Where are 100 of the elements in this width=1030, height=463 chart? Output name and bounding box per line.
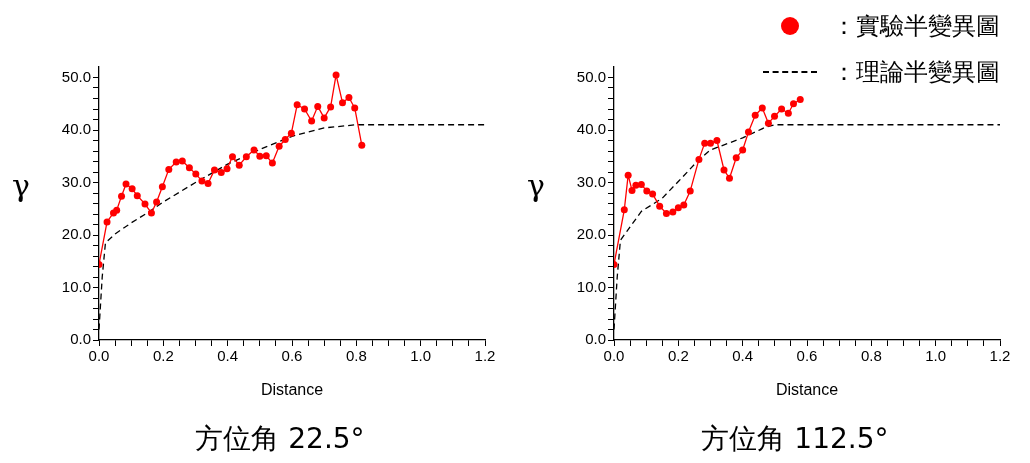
y-tick-label: 50.0 xyxy=(61,67,91,85)
y-axis-title: γ xyxy=(12,168,30,203)
point xyxy=(713,137,721,144)
point xyxy=(771,112,779,120)
point xyxy=(158,183,166,191)
point xyxy=(686,187,694,195)
point xyxy=(351,104,359,112)
point xyxy=(235,161,243,169)
point xyxy=(178,157,186,165)
point xyxy=(725,174,733,182)
point xyxy=(327,103,335,111)
x-tick-label: 0.2 xyxy=(152,347,174,365)
point xyxy=(217,169,225,177)
point xyxy=(637,181,645,189)
point xyxy=(185,164,193,172)
y-tick-label: 30.0 xyxy=(576,172,606,190)
point xyxy=(133,192,141,200)
point xyxy=(165,165,173,173)
point xyxy=(751,111,759,119)
y-tick-label: 0.0 xyxy=(585,330,606,348)
point xyxy=(250,146,258,154)
point xyxy=(287,129,295,137)
x-axis-title: Distance xyxy=(775,380,839,398)
y-tick-label: 40.0 xyxy=(576,120,606,138)
legend-label: ：實驗半變異圖 xyxy=(832,11,1000,42)
point xyxy=(198,177,206,185)
point xyxy=(141,200,149,208)
x-axis-title: Distance xyxy=(260,380,324,398)
point xyxy=(103,218,111,226)
point xyxy=(662,209,670,217)
x-tick-label: 1.2 xyxy=(989,347,1011,365)
point xyxy=(113,206,121,214)
x-tick-label: 0.6 xyxy=(796,347,818,365)
point xyxy=(147,209,155,217)
x-tick-label: 1.0 xyxy=(925,347,947,365)
point xyxy=(620,206,628,214)
point xyxy=(744,128,752,136)
text: 方位角 22.5° xyxy=(194,421,366,457)
point xyxy=(223,165,231,173)
point xyxy=(314,102,322,110)
x-tick-label: 0.0 xyxy=(88,347,110,365)
y-tick-label: 20.0 xyxy=(61,225,91,243)
point xyxy=(192,170,200,178)
point xyxy=(680,201,688,209)
point xyxy=(345,93,353,101)
y-tick-label: 20.0 xyxy=(576,225,606,243)
point xyxy=(281,135,289,143)
point xyxy=(701,139,709,147)
point xyxy=(301,105,309,113)
point xyxy=(256,152,264,160)
point xyxy=(789,100,797,108)
x-tick-label: 0.0 xyxy=(603,347,625,365)
point xyxy=(268,159,276,167)
y-tick-label: 40.0 xyxy=(61,120,91,138)
point xyxy=(332,71,340,79)
y-tick-label: 30.0 xyxy=(61,172,91,190)
x-tick-label: 1.2 xyxy=(474,347,496,365)
point xyxy=(720,166,728,174)
point xyxy=(210,166,218,174)
point xyxy=(228,153,236,161)
point xyxy=(153,198,161,206)
point xyxy=(624,171,632,179)
point xyxy=(293,101,301,109)
point xyxy=(632,181,640,189)
point xyxy=(784,109,792,117)
x-tick-label: 0.6 xyxy=(281,347,303,365)
x-tick-label: 0.8 xyxy=(860,347,882,365)
y-tick-label: 0.0 xyxy=(70,330,91,348)
x-tick-label: 0.2 xyxy=(667,347,689,365)
point xyxy=(358,141,366,149)
point xyxy=(320,114,328,122)
point xyxy=(308,117,316,125)
legend-label: ：理論半變異圖 xyxy=(832,57,1000,88)
x-tick-label: 0.8 xyxy=(345,347,367,365)
point xyxy=(669,208,677,216)
y-tick-label: 10.0 xyxy=(61,277,91,295)
point xyxy=(778,105,786,113)
y-tick-label: 10.0 xyxy=(576,277,606,295)
point xyxy=(764,119,772,127)
point xyxy=(172,158,180,166)
point xyxy=(275,142,283,150)
point xyxy=(732,154,740,162)
text: 方位角 112.5° xyxy=(700,421,890,457)
x-tick-label: 0.4 xyxy=(217,347,239,365)
point xyxy=(739,146,747,154)
point xyxy=(628,186,636,194)
point xyxy=(242,153,250,161)
point xyxy=(118,192,126,200)
point xyxy=(262,152,270,160)
point xyxy=(122,180,130,188)
point xyxy=(128,185,136,193)
point xyxy=(758,104,766,112)
y-tick-label: 50.0 xyxy=(576,67,606,85)
y-axis-title: γ xyxy=(527,168,545,203)
point xyxy=(707,139,714,147)
x-tick-label: 1.0 xyxy=(410,347,432,365)
point xyxy=(204,180,212,188)
point xyxy=(695,155,703,163)
point xyxy=(796,96,804,104)
point xyxy=(643,187,651,195)
